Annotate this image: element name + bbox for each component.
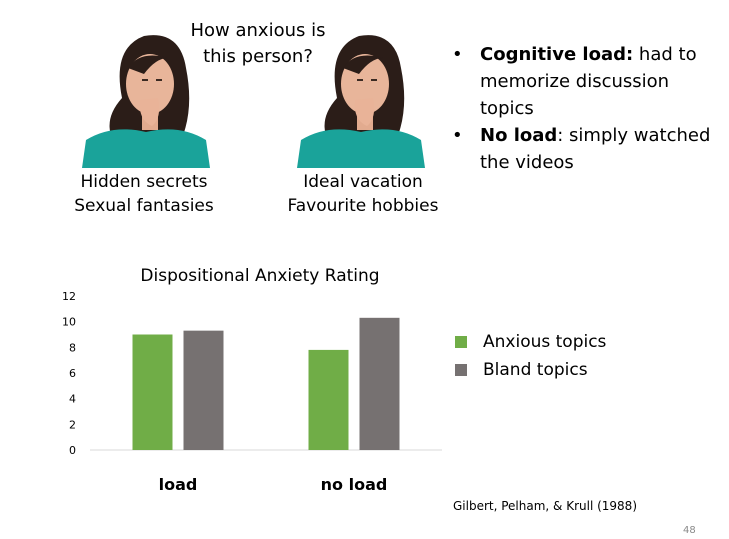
bar-chart: 0 2 4 6 8 10 12 load no load: [62, 290, 442, 494]
y-tick-label: 2: [69, 418, 76, 431]
anxious-woman-photo-left: [82, 35, 210, 168]
bullet-list: • Cognitive load: had to memorize discus…: [452, 41, 724, 176]
bullet-text: had to memorize discussion topics: [480, 44, 697, 119]
legend-swatch-green: [455, 336, 467, 348]
x-category-label: no load: [321, 475, 388, 494]
bullet-dot: •: [452, 44, 463, 65]
anxious-woman-photo-right: [297, 35, 425, 168]
caption-hidden-secrets: Hidden secrets: [80, 172, 208, 192]
bullet-dot: •: [452, 125, 463, 146]
bullet-bold: No load: [480, 125, 558, 146]
legend-item-anxious: Anxious topics: [455, 328, 606, 356]
page-number: 48: [683, 525, 696, 536]
y-tick-label: 0: [69, 444, 76, 457]
y-tick-label: 4: [69, 393, 76, 406]
legend-swatch-gray: [455, 364, 467, 376]
bar-no-load-0: [308, 349, 349, 450]
legend-label: Anxious topics: [483, 332, 607, 352]
y-tick-label: 8: [69, 341, 76, 354]
bar-load-1: [183, 330, 224, 450]
y-tick-label: 10: [62, 316, 76, 329]
bar-no-load-1: [359, 317, 400, 450]
legend-label: Bland topics: [483, 360, 588, 380]
caption-favourite-hobbies: Favourite hobbies: [287, 196, 439, 216]
chart-legend: Anxious topics Bland topics: [455, 328, 606, 384]
bar-load-0: [132, 334, 173, 450]
bullet-no-load: • No load: simply watched the videos: [452, 122, 724, 176]
bullet-text: : simply watched the videos: [480, 125, 711, 173]
caption-ideal-vacation: Ideal vacation: [303, 172, 423, 192]
right-captions: Ideal vacation Favourite hobbies: [273, 170, 453, 218]
bullet-cognitive-load: • Cognitive load: had to memorize discus…: [452, 41, 724, 122]
legend-item-bland: Bland topics: [455, 356, 606, 384]
citation: Gilbert, Pelham, & Krull (1988): [453, 499, 638, 513]
caption-sexual-fantasies: Sexual fantasies: [74, 196, 214, 216]
y-tick-label: 6: [69, 367, 76, 380]
question-text: How anxious is this person?: [190, 20, 326, 67]
left-captions: Hidden secrets Sexual fantasies: [54, 170, 234, 218]
chart-title: Dispositional Anxiety Rating: [140, 266, 380, 286]
x-category-label: load: [159, 475, 198, 494]
y-tick-label: 12: [62, 290, 76, 303]
bullet-bold: Cognitive load:: [480, 44, 634, 65]
